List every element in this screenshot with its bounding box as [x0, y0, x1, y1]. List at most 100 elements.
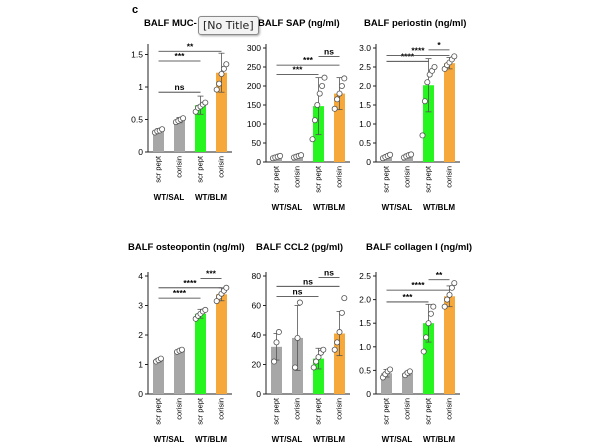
data-point: [180, 115, 187, 122]
data-point: [316, 90, 323, 97]
group-label: WT/BLM: [313, 203, 345, 212]
y-tick-label: 300: [247, 43, 261, 53]
y-tick-label: 1.0: [359, 119, 371, 129]
group-label: WT/BLM: [313, 435, 345, 444]
y-tick-label: 1: [138, 360, 143, 370]
category-label: corisin: [217, 398, 226, 420]
y-tick-label: 1.5: [131, 50, 143, 60]
category-label: corisin: [335, 398, 344, 420]
significance-label: *: [437, 40, 441, 50]
group-label: WT/SAL: [272, 435, 303, 444]
data-point: [298, 152, 305, 159]
category-label: scr pept: [424, 165, 433, 193]
data-point: [310, 364, 317, 371]
bar: [216, 294, 227, 394]
y-tick-label: 2: [138, 330, 143, 340]
significance-label: ***: [206, 268, 217, 278]
significance-label: ***: [303, 55, 314, 65]
category-label: corisin: [335, 166, 344, 188]
category-label: scr pept: [382, 165, 391, 193]
chart-2: BALF SAP (ng/ml) 0 50 100 150 200 250 300 scr pe…: [247, 18, 350, 212]
y-tick-label: 1.0: [359, 342, 371, 352]
category-label: corisin: [403, 166, 412, 188]
data-point: [309, 136, 316, 143]
y-tick-label: 40: [252, 330, 262, 340]
data-point: [336, 329, 343, 336]
data-point: [424, 79, 431, 86]
data-point: [315, 354, 322, 361]
category-label: scr pept: [154, 155, 163, 183]
significance-label: ****: [411, 280, 425, 290]
chart-title: BALF MUC-: [144, 18, 197, 29]
bar: [195, 105, 206, 152]
bar: [216, 72, 227, 152]
y-tick-label: 50: [252, 138, 262, 148]
data-point: [220, 65, 227, 72]
category-label: scr pept: [154, 397, 163, 425]
data-point: [319, 83, 326, 90]
y-tick-label: 0: [138, 389, 143, 399]
group-label: WT/BLM: [195, 193, 227, 202]
significance-label: ns: [324, 46, 334, 56]
chart-3: BALF periostin (ng/ml) 0 0.5 1.0 1.5 2.0 2.5 3.…: [359, 18, 466, 212]
category-label: corisin: [445, 398, 454, 420]
data-point: [338, 83, 345, 90]
chart-title: BALF periostin (ng/ml): [364, 18, 466, 29]
chart-title: BALF CCL2 (pg/ml): [256, 242, 343, 253]
bar: [402, 373, 413, 394]
data-point: [448, 284, 455, 291]
y-tick-label: 0: [256, 157, 261, 167]
bar: [334, 93, 345, 162]
data-point: [387, 151, 394, 158]
bar: [153, 130, 164, 152]
bar: [153, 360, 164, 394]
category-label: scr pept: [314, 397, 323, 425]
data-point: [419, 132, 426, 139]
y-tick-label: 1.5: [359, 100, 371, 110]
data-point: [321, 74, 328, 81]
bar: [334, 333, 345, 394]
data-point: [334, 339, 341, 346]
category-label: corisin: [445, 166, 454, 188]
significance-label: ***: [403, 292, 414, 302]
data-point: [423, 334, 430, 341]
group-label: WT/SAL: [382, 435, 413, 444]
data-point: [213, 86, 220, 93]
data-point: [277, 152, 284, 159]
data-point: [273, 339, 280, 346]
data-point: [336, 90, 343, 97]
y-tick-label: 2.5: [359, 62, 371, 72]
significance-label: ****: [183, 278, 197, 288]
data-point: [441, 303, 448, 310]
y-tick-label: 0.5: [359, 365, 371, 375]
significance-label: ns: [324, 267, 334, 277]
data-point: [427, 310, 434, 317]
data-point: [431, 64, 438, 71]
y-tick-label: 250: [247, 62, 261, 72]
significance-label: ns: [293, 287, 303, 297]
group-label: WT/SAL: [382, 203, 413, 212]
y-tick-label: 150: [247, 100, 261, 110]
group-label: WT/SAL: [154, 193, 185, 202]
bar: [381, 373, 392, 394]
y-tick-label: 0.5: [359, 138, 371, 148]
data-point: [320, 346, 327, 353]
significance-label: **: [436, 270, 443, 280]
y-tick-label: 20: [252, 360, 262, 370]
group-label: WT/BLM: [195, 435, 227, 444]
y-tick-label: 1.5: [359, 318, 371, 328]
y-tick-label: 3.0: [359, 43, 371, 53]
y-tick-label: 2.5: [359, 271, 371, 281]
data-point: [159, 126, 166, 133]
data-point: [275, 329, 282, 336]
chart-1: BALF MUC- 0 0.5 1 1.5 scr pept corisin scr pept…: [131, 18, 232, 202]
y-tick-label: 0: [138, 147, 143, 157]
data-point: [157, 355, 164, 362]
data-point: [331, 346, 338, 353]
y-tick-label: 3: [138, 301, 143, 311]
data-point: [311, 117, 318, 124]
category-label: scr pept: [382, 397, 391, 425]
group-label: WT/BLM: [423, 435, 455, 444]
chart-5: BALF CCL2 (pg/ml) 0 20 40 60 80 scr pept corisi…: [252, 242, 350, 444]
